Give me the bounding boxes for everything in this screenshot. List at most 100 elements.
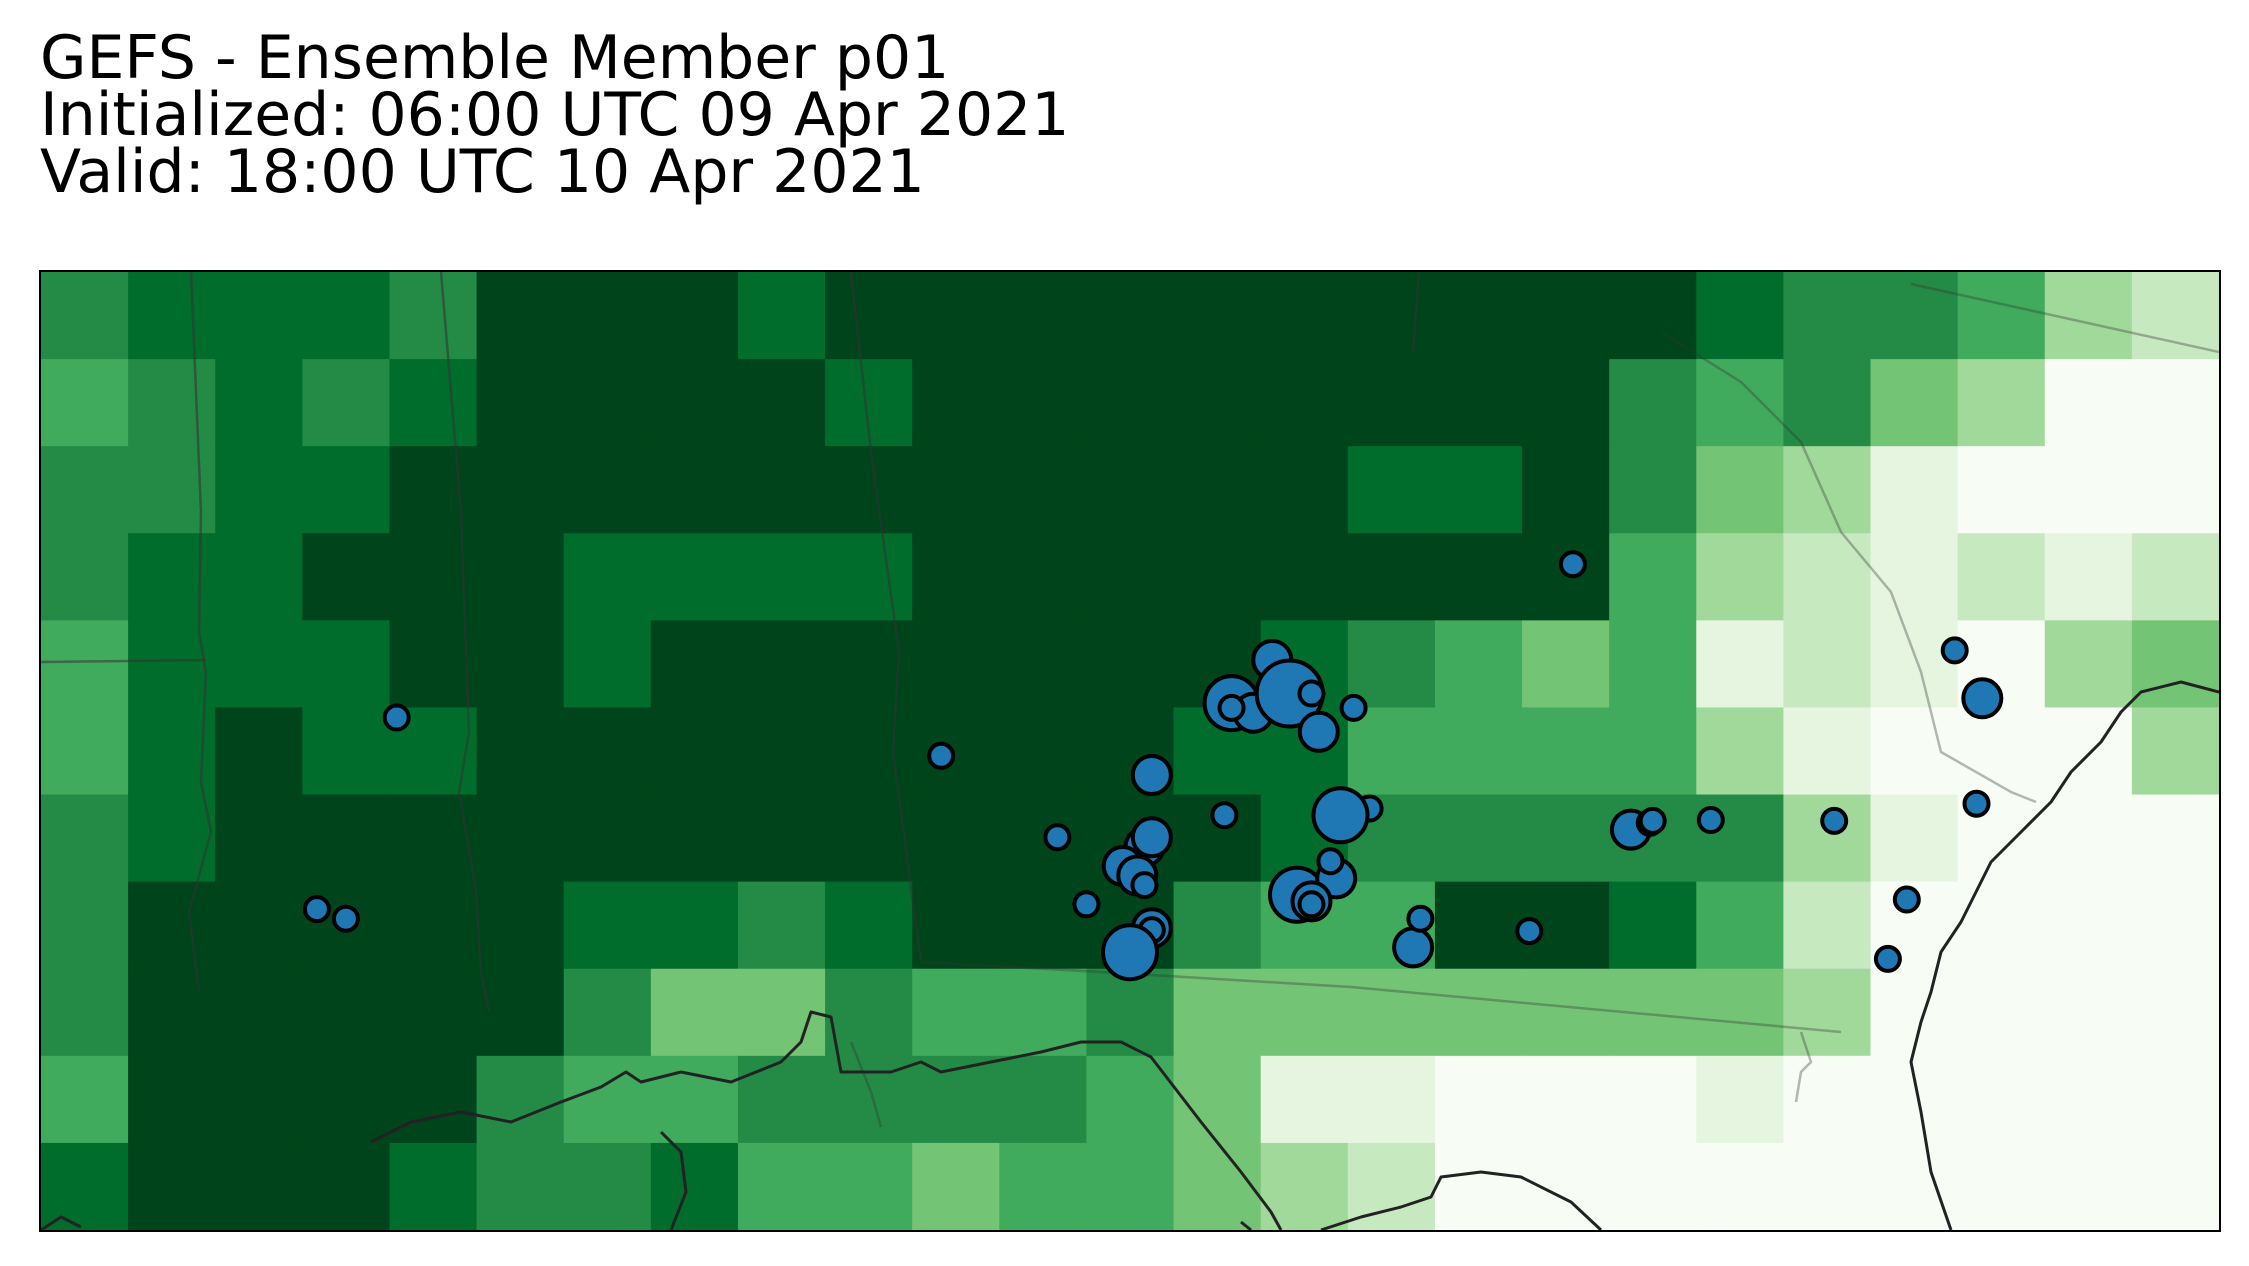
grid-cell — [737, 707, 826, 796]
station-marker — [1316, 847, 1345, 876]
grid-cell — [650, 1142, 739, 1230]
grid-cell — [2131, 359, 2219, 447]
station-marker — [1217, 693, 1246, 722]
coastline-segment — [41, 1215, 82, 1230]
grid-cell — [215, 794, 303, 883]
grid-cell — [1522, 446, 1610, 534]
grid-cell — [737, 272, 826, 360]
grid-cell — [1347, 533, 1436, 621]
grid-cell — [999, 359, 1088, 447]
grid-cell — [215, 707, 303, 796]
station-marker — [1406, 904, 1435, 933]
coastline — [41, 680, 2219, 1230]
grid-cell — [999, 446, 1088, 534]
grid-cell — [1696, 968, 1784, 1057]
state-border — [439, 272, 491, 1013]
station-marker — [1940, 636, 1969, 665]
grid-cell — [302, 1142, 391, 1230]
grid-cell — [128, 533, 216, 621]
grid-cell — [476, 620, 565, 709]
grid-cell — [650, 707, 739, 796]
grid-cell — [563, 359, 652, 447]
grid-cell — [1086, 1142, 1175, 1230]
grid-cell — [1783, 620, 1872, 709]
grid-cell — [41, 533, 129, 621]
grid-cell — [41, 968, 129, 1057]
grid-cell — [128, 620, 216, 709]
grid-cell — [1609, 1055, 1697, 1144]
grid-cell — [825, 533, 913, 621]
grid-cell — [2044, 1055, 2133, 1144]
grid-cell — [389, 359, 478, 447]
grid-cell — [1173, 533, 1262, 621]
grid-cell — [1434, 620, 1523, 709]
station-marker — [1311, 786, 1370, 845]
grid-cell — [2131, 620, 2219, 709]
grid-cell — [389, 1142, 478, 1230]
grid-cell — [737, 881, 826, 970]
grid-cell — [1957, 446, 2046, 534]
grid-cell — [389, 620, 478, 709]
grid-cell — [912, 272, 1000, 360]
station-marker — [302, 895, 331, 924]
grid-cell — [2131, 881, 2219, 970]
grid-cell — [1696, 1142, 1784, 1230]
grid-cell — [1870, 446, 1959, 534]
station-marker — [1297, 890, 1326, 919]
grid-cell — [389, 794, 478, 883]
grid-cell — [563, 707, 652, 796]
grid-cell — [1609, 620, 1697, 709]
grid-cell — [650, 1055, 739, 1144]
grid-cell — [563, 968, 652, 1057]
grid-cell — [476, 1055, 565, 1144]
grid-cell — [563, 533, 652, 621]
station-marker — [1558, 550, 1587, 579]
grid-cell — [825, 272, 913, 360]
grid-cell — [737, 794, 826, 883]
grid-cell — [2131, 1142, 2219, 1230]
map-title: GEFS - Ensemble Member p01 Initialized: … — [40, 28, 1070, 202]
grid-cell — [1696, 359, 1784, 447]
grid-cell — [1173, 272, 1262, 360]
grid-cell — [41, 1055, 129, 1144]
grid-cell — [215, 881, 303, 970]
state-border — [1910, 282, 2219, 354]
grid-cell — [302, 1055, 391, 1144]
grid-cell — [1609, 881, 1697, 970]
grid-cell — [476, 272, 565, 360]
grid-cell — [2044, 1142, 2133, 1230]
grid-cell — [2044, 881, 2133, 970]
grid-cell — [1260, 968, 1349, 1057]
grid-cell — [1086, 446, 1175, 534]
coastline-segment — [659, 1130, 688, 1230]
grid-cell — [1522, 794, 1610, 883]
grid-cell — [2044, 446, 2133, 534]
grid-cell — [302, 794, 391, 883]
grid-cell — [2131, 707, 2219, 796]
coastline-segment — [1320, 1170, 1603, 1230]
grid-cell — [1522, 968, 1610, 1057]
grid-cell — [1434, 272, 1523, 360]
title-initialized: Initialized: 06:00 UTC 09 Apr 2021 — [40, 80, 1070, 150]
station-marker — [1130, 754, 1173, 796]
grid-cell — [650, 272, 739, 360]
grid-cell — [1957, 533, 2046, 621]
station-marker — [1515, 917, 1544, 946]
grid-cell — [737, 359, 826, 447]
grid-cell — [1173, 359, 1262, 447]
grid-cell — [41, 272, 129, 360]
grid-cell — [1870, 707, 1959, 796]
grid-cell — [999, 1055, 1088, 1144]
grid-cell — [302, 272, 391, 360]
grid-cell — [1870, 359, 1959, 447]
station-marker — [1130, 816, 1173, 859]
precipitation-grid — [41, 272, 2219, 1230]
grid-cell — [1522, 272, 1610, 360]
grid-cell — [912, 707, 1000, 796]
grid-cell — [302, 533, 391, 621]
grid-cell — [2044, 359, 2133, 447]
station-marker — [1297, 679, 1326, 708]
grid-cell — [1870, 968, 1959, 1057]
grid-cell — [1609, 272, 1697, 360]
grid-cell — [215, 1142, 303, 1230]
